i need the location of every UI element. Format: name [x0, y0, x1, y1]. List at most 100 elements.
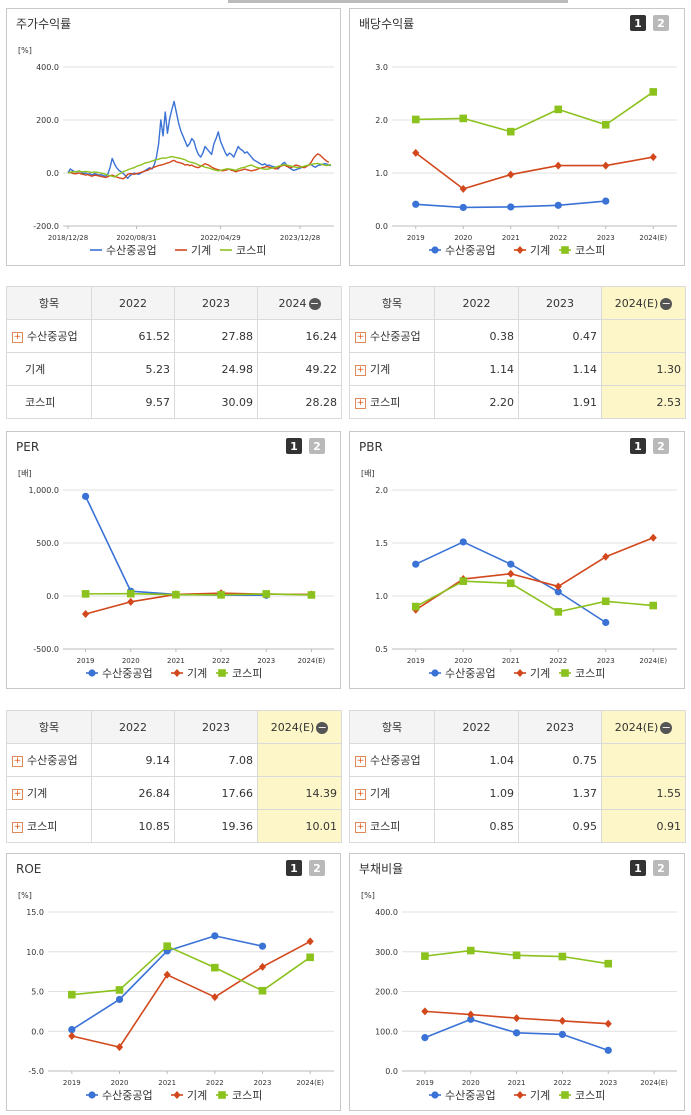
x-tick-label: 2024(E): [640, 1079, 668, 1087]
table-row: 기계 5.23 24.98 49.22: [6, 352, 342, 386]
legend-label: 기계: [187, 1089, 207, 1102]
x-tick-label: 2022: [549, 657, 567, 665]
expand-plus-icon[interactable]: +: [355, 364, 366, 376]
collapse-icon[interactable]: −: [316, 720, 329, 734]
data-point: [459, 184, 467, 193]
y-tick-label: 0.0: [375, 222, 388, 231]
page-button-2[interactable]: [653, 438, 669, 454]
x-tick-label: 2023: [257, 657, 275, 665]
data-point: [601, 120, 610, 129]
x-tick-label: 2020: [454, 234, 472, 242]
unit-label: [%]: [18, 891, 32, 900]
page-button-1[interactable]: [630, 15, 646, 31]
data-point: [558, 1030, 567, 1039]
x-tick-label: 2019: [63, 1079, 81, 1087]
row-name-cell: + 코스피: [349, 809, 435, 843]
row-name: 기계: [27, 787, 48, 800]
legend-label: 코스피: [575, 667, 605, 680]
data-point: [459, 114, 468, 123]
table-row: + 기계 1.09 1.37 1.55: [349, 776, 686, 810]
page-button-1[interactable]: [630, 860, 646, 876]
page-button-2[interactable]: [653, 15, 669, 31]
page-button-2[interactable]: [309, 860, 325, 876]
row-name: 수산중공업: [370, 330, 421, 343]
cell-value: 16.24: [257, 319, 342, 353]
expand-plus-icon[interactable]: +: [12, 331, 23, 343]
series-line: [415, 580, 654, 613]
row-name: 수산중공업: [27, 330, 78, 343]
legend-label: 코스피: [232, 667, 262, 680]
page-button-1[interactable]: [286, 860, 302, 876]
y-tick-label: 1.0: [375, 169, 388, 178]
y-tick-label: 1,000.0: [28, 486, 59, 495]
x-tick-label: 2019: [407, 657, 425, 665]
col-header-2024e-label: 2024(E): [270, 720, 315, 734]
page-button-2[interactable]: [309, 438, 325, 454]
page-button-label: 1: [634, 862, 642, 875]
y-tick-label: 0.0: [46, 169, 59, 178]
expand-plus-icon[interactable]: +: [355, 397, 366, 409]
data-point: [411, 602, 420, 611]
data-point: [507, 560, 515, 568]
legend-swatch-marker: [431, 1091, 439, 1099]
page-button-2[interactable]: [653, 860, 669, 876]
x-tick-label: 2022: [549, 234, 567, 242]
col-header-item: 항목: [6, 286, 92, 320]
series-line: [71, 945, 311, 996]
legend-swatch-marker: [173, 1091, 181, 1099]
expand-plus-icon[interactable]: +: [355, 755, 366, 767]
row-name: 수산중공업: [370, 754, 421, 767]
unit-label: [%]: [18, 46, 32, 55]
data-point: [217, 591, 225, 599]
x-tick-label: 2024(E): [639, 234, 667, 242]
expand-plus-icon[interactable]: +: [12, 821, 23, 833]
y-tick-label: 200.0: [36, 116, 59, 125]
data-point: [115, 995, 124, 1004]
expand-plus-icon[interactable]: +: [355, 331, 366, 343]
table-row: + 기계 1.14 1.14 1.30: [349, 352, 686, 386]
collapse-icon[interactable]: −: [660, 296, 673, 310]
cell-value: 0.38: [434, 319, 519, 353]
x-tick-label: 2024(E): [298, 657, 326, 665]
chart-title: 배당수익률: [359, 17, 414, 31]
legend-swatch-marker: [561, 1091, 569, 1099]
col-header-2022: 2022: [434, 710, 519, 744]
cell-value: 9.14: [91, 743, 175, 777]
cell-value: [601, 743, 686, 777]
expand-plus-icon[interactable]: +: [12, 788, 23, 800]
expand-plus-icon[interactable]: +: [355, 821, 366, 833]
collapse-icon[interactable]: −: [308, 296, 321, 310]
y-tick-label: 300.0: [375, 948, 398, 957]
cell-value: 2.53: [601, 385, 686, 419]
x-tick-label: 2021: [158, 1079, 176, 1087]
legend-label: 기계: [530, 244, 550, 257]
series-line: [67, 155, 332, 178]
table-row: + 수산중공업 0.38 0.47: [349, 319, 686, 353]
data-point: [459, 577, 468, 585]
table-row: + 기계 26.84 17.66 14.39: [6, 776, 342, 810]
y-tick-label: 2.0: [375, 486, 388, 495]
page-button-label: 2: [313, 862, 321, 875]
data-point: [649, 88, 658, 96]
chart-title: PBR: [359, 440, 383, 454]
cell-value: 1.14: [518, 352, 602, 386]
expand-plus-icon[interactable]: +: [12, 755, 23, 767]
cell-value: 1.09: [434, 776, 519, 810]
data-point: [649, 153, 657, 162]
col-header-2024: 2024−: [257, 286, 342, 320]
data-point: [467, 1015, 475, 1023]
page-button-1[interactable]: [286, 438, 302, 454]
table-row: + 수산중공업 1.04 0.75: [349, 743, 686, 777]
expand-plus-icon[interactable]: +: [355, 788, 366, 800]
row-name: 기계: [370, 363, 391, 376]
table-row: + 코스피 0.85 0.95 0.91: [349, 809, 686, 843]
series-line: [71, 940, 311, 1048]
collapse-icon[interactable]: −: [660, 720, 673, 734]
table-stock: 항목 2022 2023 2024− + 수산중공업 61.52 27.88 16…: [6, 286, 342, 419]
page-button-1[interactable]: [630, 438, 646, 454]
cell-value: 1.55: [601, 776, 686, 810]
row-name: 수산중공업: [27, 754, 78, 767]
col-header-item: 항목: [349, 710, 435, 744]
series-line: [415, 91, 654, 133]
data-point: [412, 560, 420, 568]
